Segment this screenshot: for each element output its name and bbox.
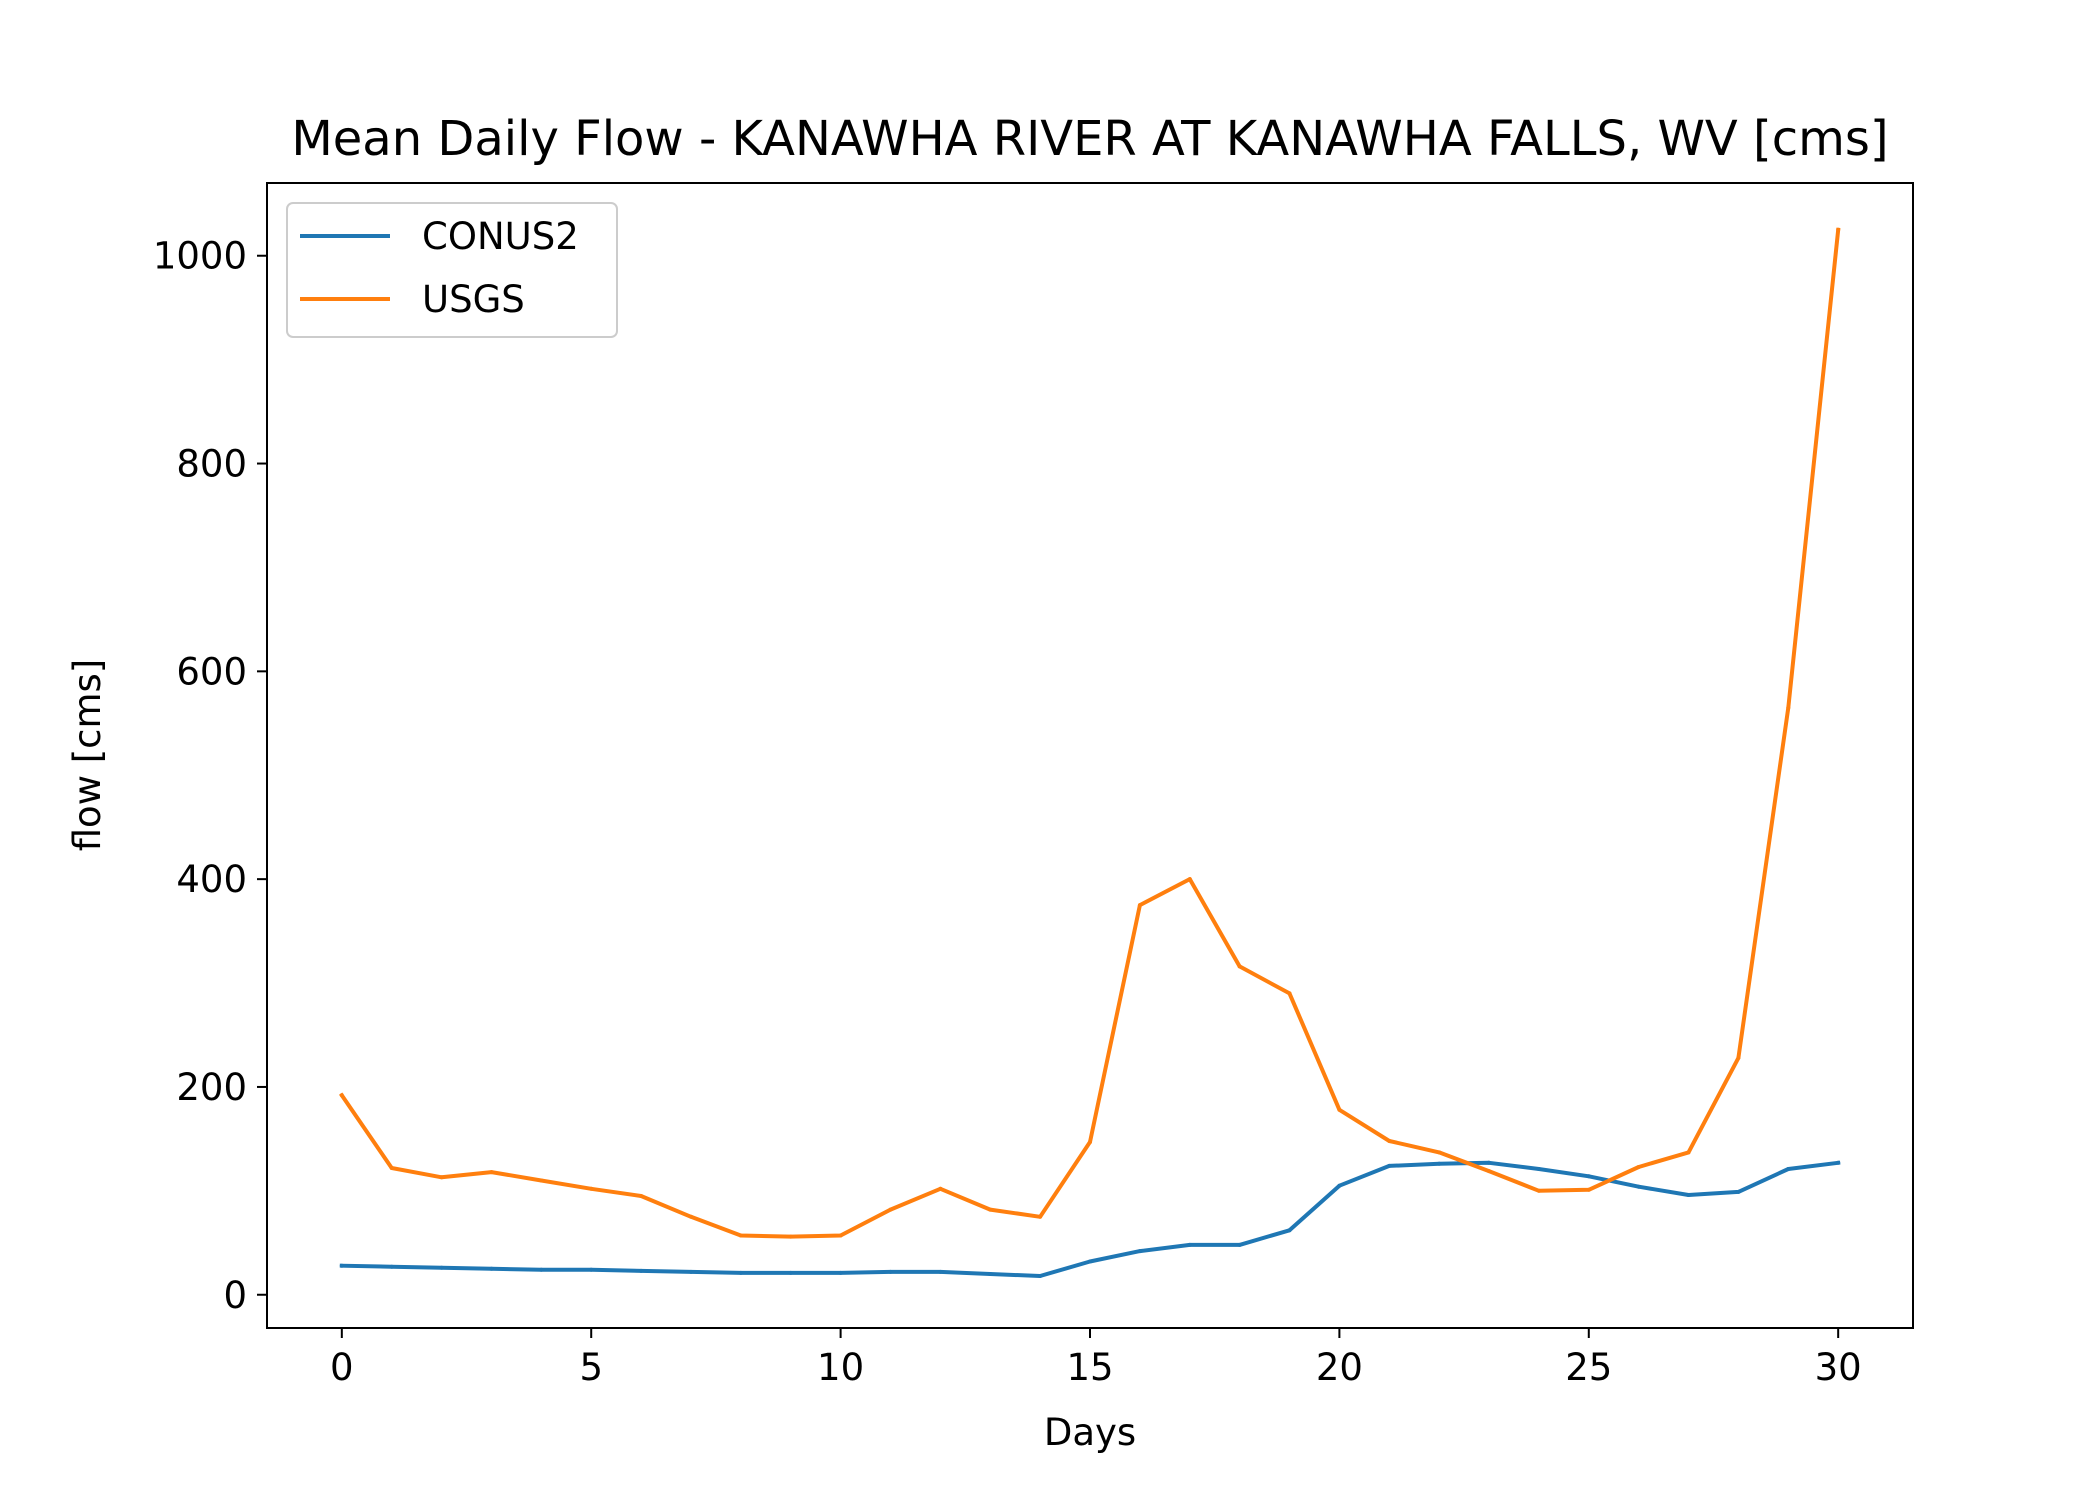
data-point-conus2	[589, 1267, 594, 1272]
data-point-usgs	[1636, 1165, 1641, 1169]
data-point-usgs	[339, 1093, 344, 1098]
data-point-usgs	[1237, 964, 1242, 969]
plot-area: 0 5 10 15 20 25 30 0 200 400 600 800 1000	[153, 227, 1862, 1389]
data-point-usgs	[1137, 903, 1142, 908]
y-tick-label: 0	[223, 1274, 247, 1317]
data-point-conus2	[539, 1267, 544, 1272]
x-tick-label: 0	[330, 1346, 354, 1389]
data-point-usgs	[1736, 1055, 1741, 1060]
data-point-conus2	[1836, 1160, 1841, 1165]
x-tick-label: 10	[817, 1346, 864, 1389]
data-point-usgs	[1187, 877, 1192, 882]
data-point-conus2	[1536, 1167, 1541, 1171]
chart-title: Mean Daily Flow - KANAWHA RIVER AT KANAW…	[291, 111, 1888, 167]
data-point-conus2	[1437, 1161, 1442, 1166]
data-point-usgs	[589, 1186, 594, 1191]
data-point-usgs	[788, 1234, 793, 1239]
data-point-conus2	[1287, 1228, 1292, 1233]
x-axis-label: Days	[1044, 1411, 1136, 1454]
y-tick-label: 800	[176, 443, 247, 486]
data-point-conus2	[1237, 1242, 1242, 1247]
data-point-usgs	[1487, 1169, 1491, 1174]
y-tick-label: 600	[176, 650, 247, 693]
data-point-conus2	[339, 1263, 344, 1268]
x-tick-label: 30	[1815, 1346, 1862, 1389]
data-point-conus2	[738, 1270, 743, 1275]
data-point-usgs	[1686, 1150, 1691, 1155]
data-point-conus2	[1387, 1163, 1392, 1168]
data-point-usgs	[489, 1170, 494, 1175]
data-point-conus2	[788, 1270, 793, 1275]
data-point-conus2	[1586, 1174, 1591, 1179]
data-point-conus2	[1636, 1184, 1641, 1189]
data-point-usgs	[1586, 1187, 1591, 1192]
legend-label-usgs: USGS	[422, 278, 525, 321]
y-tick-label: 400	[176, 858, 247, 901]
data-point-usgs	[1387, 1139, 1392, 1143]
data-point-usgs	[689, 1214, 693, 1219]
data-point-usgs	[1836, 227, 1841, 232]
data-point-conus2	[489, 1266, 494, 1271]
legend: CONUS2 USGS	[286, 202, 618, 338]
data-point-usgs	[1536, 1188, 1541, 1193]
data-point-conus2	[938, 1269, 943, 1274]
plot-frame	[266, 182, 1914, 1329]
data-point-conus2	[1038, 1274, 1043, 1278]
data-point-usgs	[988, 1207, 993, 1212]
data-point-conus2	[1686, 1193, 1691, 1197]
data-point-usgs	[389, 1166, 394, 1170]
data-point-usgs	[1038, 1214, 1043, 1219]
data-point-usgs	[938, 1186, 943, 1191]
data-point-conus2	[838, 1270, 843, 1275]
data-point-usgs	[439, 1175, 444, 1180]
data-point-conus2	[888, 1269, 893, 1274]
data-point-conus2	[1088, 1259, 1092, 1264]
legend-label-conus2: CONUS2	[422, 215, 579, 258]
x-tick-label: 25	[1565, 1346, 1612, 1389]
y-tick-label: 200	[176, 1066, 247, 1109]
x-tick-label: 5	[579, 1346, 603, 1389]
y-tick-label: 1000	[153, 235, 247, 278]
data-point-conus2	[639, 1268, 644, 1273]
data-point-conus2	[1187, 1242, 1192, 1247]
x-tick-label: 15	[1066, 1346, 1113, 1389]
data-point-usgs	[1088, 1140, 1092, 1144]
data-point-usgs	[639, 1194, 644, 1198]
data-point-usgs	[1437, 1150, 1442, 1155]
data-point-conus2	[689, 1269, 693, 1274]
data-point-usgs	[1337, 1107, 1342, 1112]
y-axis-label: flow [cms]	[66, 659, 109, 852]
data-point-conus2	[439, 1265, 444, 1270]
data-point-conus2	[1137, 1249, 1142, 1254]
data-point-usgs	[738, 1233, 743, 1238]
data-point-usgs	[539, 1178, 544, 1183]
x-tick-label: 20	[1316, 1346, 1363, 1389]
data-point-conus2	[1337, 1183, 1342, 1188]
data-point-conus2	[389, 1264, 394, 1269]
data-point-conus2	[988, 1272, 993, 1276]
data-point-conus2	[1786, 1167, 1791, 1171]
data-point-usgs	[888, 1207, 893, 1212]
data-point-conus2	[1487, 1160, 1491, 1165]
data-point-usgs	[1786, 705, 1791, 710]
data-point-usgs	[1287, 991, 1292, 996]
data-point-usgs	[838, 1233, 843, 1238]
data-point-conus2	[1736, 1189, 1741, 1194]
